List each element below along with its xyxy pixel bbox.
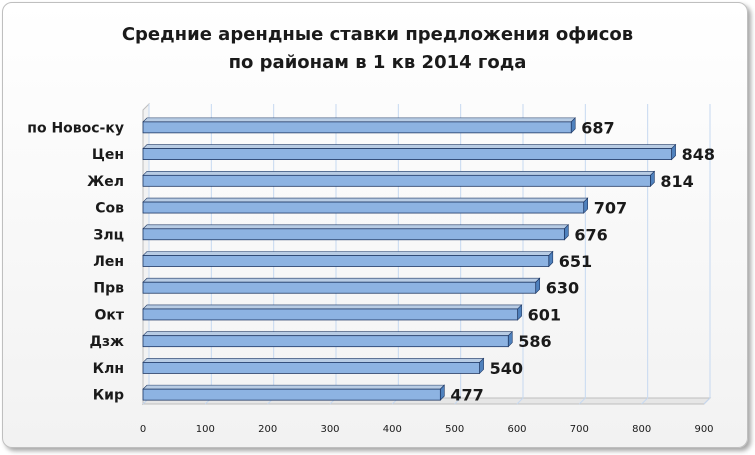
value-label: 676	[574, 225, 607, 244]
grid-line-floor	[454, 397, 462, 405]
bar-top	[142, 117, 576, 123]
bar	[142, 281, 537, 294]
bar-top	[142, 358, 485, 363]
bar	[142, 255, 550, 267]
bar-top	[142, 304, 523, 310]
category-label: Кир	[93, 388, 124, 404]
bar	[142, 121, 572, 134]
category-label: по Новос-ку	[27, 120, 124, 136]
bar	[142, 148, 672, 160]
chart-title-line-1: Средние арендные ставки предложения офис…	[121, 24, 634, 45]
x-tick-label: 100	[196, 424, 215, 435]
grid-line-floor	[516, 397, 524, 405]
chart-title-line-2: по районам в 1 кв 2014 года	[228, 52, 527, 73]
x-tick-label: 200	[258, 424, 277, 435]
value-label: 707	[594, 199, 627, 218]
value-label: 814	[660, 172, 693, 191]
value-label: 601	[528, 305, 561, 324]
bar-top	[142, 277, 541, 283]
bar	[142, 335, 509, 348]
bar-top	[142, 224, 570, 230]
bar	[142, 228, 565, 241]
bar	[142, 362, 481, 374]
x-tick-label: 500	[445, 424, 464, 435]
bar-top	[142, 251, 554, 256]
grid-line-floor	[578, 397, 586, 405]
bar	[142, 201, 585, 214]
category-label: Лен	[93, 254, 124, 270]
x-tick-label: 300	[320, 424, 339, 435]
value-label: 848	[682, 145, 715, 164]
value-label: 687	[581, 118, 614, 137]
category-label: Окт	[94, 307, 124, 323]
grid-line-floor	[703, 397, 711, 405]
bar	[142, 308, 519, 321]
value-label: 651	[559, 252, 592, 271]
grid-line-floor	[641, 397, 649, 405]
category-label: Злц	[93, 227, 124, 243]
category-label: Цен	[92, 147, 124, 163]
bar-top	[142, 331, 513, 336]
category-label: Сов	[95, 201, 124, 217]
category-label: Дзж	[89, 334, 124, 350]
x-tick-label: 600	[507, 424, 526, 435]
value-label: 540	[490, 359, 523, 378]
category-label: Клн	[93, 361, 124, 377]
value-label: 477	[450, 386, 483, 405]
x-tick-label: 700	[570, 424, 589, 435]
x-tick-label: 400	[383, 424, 402, 435]
bar-top	[142, 384, 446, 390]
x-tick-label: 0	[140, 424, 146, 435]
value-label: 586	[518, 332, 551, 351]
bar-top	[142, 197, 589, 203]
bar-top	[142, 171, 656, 176]
category-label: Прв	[93, 281, 124, 297]
value-label: 630	[546, 279, 579, 298]
x-tick-label: 900	[694, 424, 713, 435]
bar	[142, 388, 441, 401]
bar-top	[142, 144, 677, 149]
category-label: Жел	[87, 174, 124, 190]
bar	[142, 174, 651, 187]
x-tick-label: 800	[632, 424, 651, 435]
